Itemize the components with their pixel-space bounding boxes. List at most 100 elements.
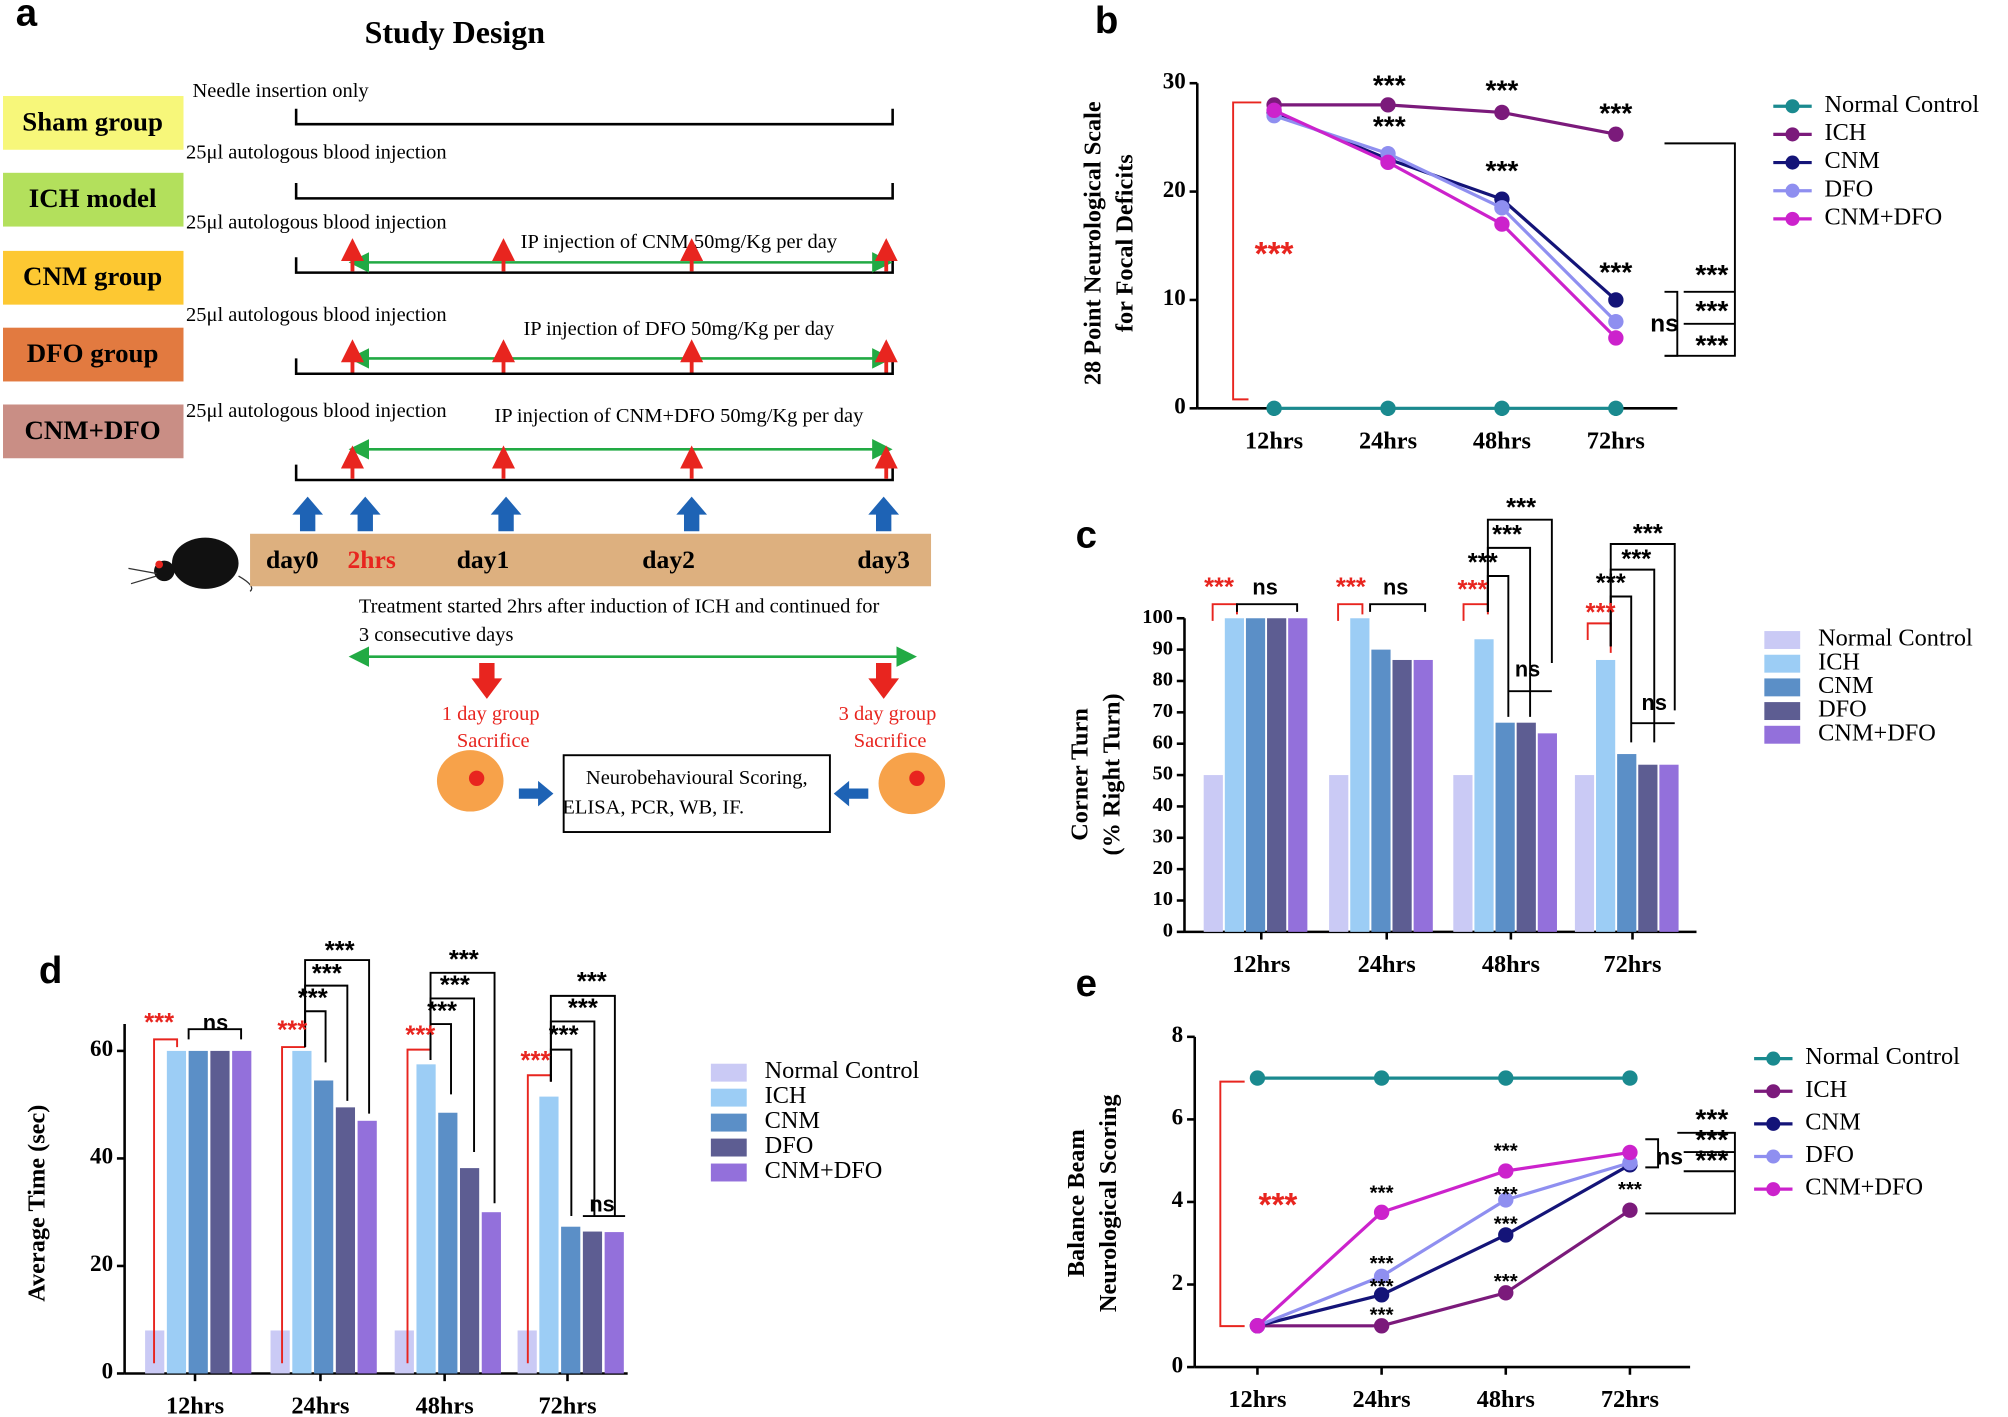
significance-label: ***: [1204, 574, 1234, 602]
legend-swatch: [1785, 183, 1800, 198]
series-line: [1273, 108, 1617, 340]
significance-label: ns: [203, 1010, 228, 1035]
x-tick-label: 24hrs: [291, 1393, 349, 1417]
y-axis-label: Average Time (sec): [23, 1105, 50, 1302]
timeline-line: [294, 257, 894, 274]
y-tick-label: 10: [1163, 284, 1186, 310]
legend-swatch: [710, 1088, 747, 1107]
significance-bracket: [1664, 142, 1736, 357]
legend-label: DFO: [1805, 1141, 1854, 1168]
significance-label: ***: [577, 968, 607, 996]
blue-arrow: [490, 496, 522, 532]
significance-label: ***: [1373, 69, 1406, 100]
group-label: ICH model: [29, 183, 157, 213]
blue-arrow: [292, 496, 324, 532]
ip-note: IP injection of DFO 50mg/Kg per day: [523, 318, 835, 340]
red-arrow: [471, 663, 503, 699]
bar: [270, 1330, 290, 1374]
legend-label: ICH: [1805, 1076, 1847, 1103]
bar: [1371, 649, 1391, 932]
data-point: [1608, 330, 1624, 346]
blue-arrow: [518, 780, 554, 807]
group-label: CNM+DFO: [24, 415, 160, 445]
legend-label: CNM+DFO: [1825, 203, 1943, 230]
data-point: [1498, 1192, 1514, 1208]
blue-arrow: [349, 496, 381, 532]
blue-arrow: [868, 496, 900, 532]
timeline-line: [294, 358, 894, 376]
legend-label: DFO: [1825, 175, 1874, 202]
legend-label: Normal Control: [1818, 625, 1973, 652]
data-point: [1494, 400, 1510, 417]
x-tick-label: 72hrs: [1601, 1386, 1659, 1413]
significance-label: ***: [298, 984, 328, 1012]
significance-label: ***: [1494, 1212, 1518, 1235]
timeline-label: day1: [457, 545, 510, 574]
y-tick-label: 0: [1174, 393, 1186, 419]
significance-label: ***: [1259, 1187, 1298, 1224]
bar: [438, 1112, 458, 1374]
legend-swatch: [1764, 702, 1801, 721]
group-box: [3, 250, 184, 305]
legend-swatch: [1785, 99, 1800, 114]
legend-label: Normal Control: [1825, 91, 1980, 118]
bar: [1350, 618, 1370, 932]
bar: [1638, 764, 1658, 932]
legend-swatch: [1764, 654, 1801, 673]
y-tick-label: 4: [1172, 1186, 1184, 1212]
data-point: [1380, 97, 1396, 113]
significance-label: ***: [277, 1016, 307, 1044]
legend-swatch: [710, 1138, 747, 1157]
y-tick-label: 80: [1152, 669, 1172, 691]
significance-bracket: [1683, 290, 1735, 325]
legend-swatch: [1785, 127, 1800, 142]
group-box: [3, 404, 184, 459]
significance-bracket: [304, 959, 371, 1114]
legend-swatch: [1766, 1116, 1781, 1131]
blue-arrow: [676, 496, 708, 532]
significance-bracket: [549, 994, 616, 1217]
significance-bracket: [1645, 1131, 1736, 1215]
bar: [1392, 659, 1412, 932]
legend-swatch: [1785, 155, 1800, 170]
bar: [1495, 722, 1515, 932]
significance-label: ***: [1695, 329, 1728, 360]
bar: [232, 1050, 252, 1374]
bar: [1617, 754, 1637, 932]
data-point: [1498, 1070, 1514, 1086]
panel-label: a: [16, 0, 38, 35]
significance-bracket: [153, 1038, 179, 1364]
significance-label: ***: [1618, 1178, 1642, 1201]
legend-swatch: [710, 1163, 747, 1182]
significance-label: ***: [1695, 259, 1728, 290]
sacrifice-label: Sacrifice: [854, 730, 927, 752]
group-note: 25μl autologous blood injection: [186, 400, 447, 422]
data-point: [1373, 1070, 1390, 1086]
data-point: [1373, 1268, 1390, 1284]
significance-label: ***: [427, 997, 457, 1025]
x-tick-label: 12hrs: [1228, 1386, 1286, 1413]
significance-label: ***: [568, 995, 598, 1023]
data-point: [1498, 1285, 1514, 1301]
significance-label: ***: [1370, 1182, 1394, 1205]
panel-label: e: [1076, 962, 1097, 1005]
bar: [582, 1231, 603, 1374]
y-tick-label: 20: [90, 1250, 113, 1276]
significance-label: ***: [1586, 599, 1616, 627]
legend-swatch: [1766, 1182, 1781, 1197]
y-tick-label: 0: [1172, 1351, 1184, 1377]
significance-bracket: [1664, 290, 1679, 357]
series-line: [1256, 1161, 1631, 1328]
data-point: [1380, 154, 1396, 170]
legend-label: Normal Control: [765, 1057, 920, 1084]
data-point: [1373, 1204, 1390, 1220]
data-point: [1249, 1070, 1266, 1086]
significance-bracket: [1645, 1138, 1660, 1169]
significance-label: ns: [1642, 690, 1667, 715]
data-point: [1498, 1163, 1514, 1179]
data-point: [1622, 1144, 1638, 1161]
significance-label: ns: [589, 1192, 614, 1217]
bar: [357, 1120, 377, 1374]
data-point: [1494, 216, 1510, 232]
